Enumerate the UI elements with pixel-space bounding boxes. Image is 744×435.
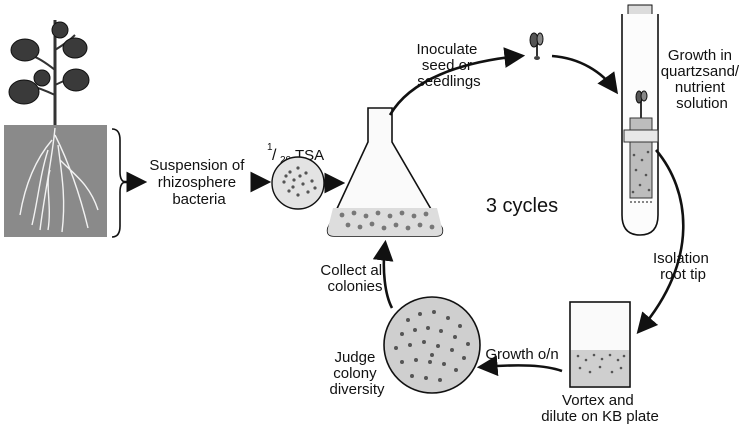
vortex-beaker bbox=[569, 301, 631, 388]
arrow-to-beaker bbox=[636, 149, 685, 334]
growth-on-label: Growth o/n bbox=[485, 346, 558, 363]
plant-with-roots-illustration bbox=[4, 20, 107, 237]
svg-text:1: 1 bbox=[267, 142, 273, 153]
isolation-label: Isolation root tip bbox=[653, 250, 713, 283]
vortex-label: Vortex and dilute on KB plate bbox=[541, 392, 659, 425]
inoculate-label: Inoculate seed or seedlings bbox=[416, 41, 481, 90]
erlenmeyer-flask bbox=[326, 107, 444, 237]
seedling-illustration bbox=[529, 32, 544, 60]
growth-in-label: Growth in quartzsand/ nutrient solution bbox=[661, 47, 744, 112]
arrow-to-tube bbox=[551, 54, 619, 95]
suspension-label: Suspension of rhizosphere bacteria bbox=[149, 157, 248, 208]
bracket bbox=[111, 128, 127, 238]
arrow-to-seedling bbox=[388, 47, 526, 116]
judge-label: Judge colony diversity bbox=[329, 349, 385, 398]
collect-label: Collect all colonies bbox=[320, 262, 389, 295]
test-tube bbox=[621, 4, 659, 236]
arrow-to-kb-plate bbox=[476, 355, 563, 377]
arrow-to-flask-return bbox=[372, 239, 394, 309]
kb-plate bbox=[383, 296, 481, 394]
cycles-label: 3 cycles bbox=[486, 195, 558, 217]
tsa-plate bbox=[271, 156, 325, 210]
svg-text:/: / bbox=[272, 147, 277, 164]
